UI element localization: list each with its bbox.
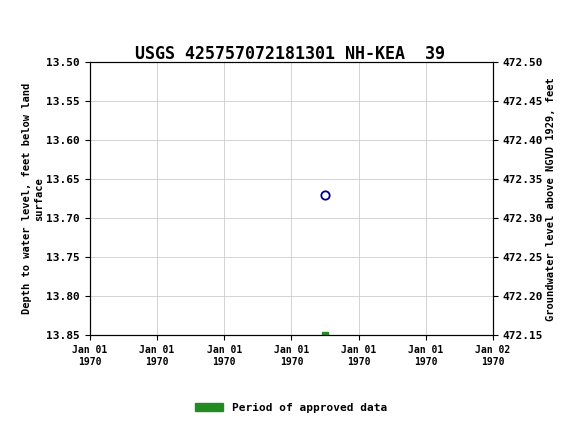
Y-axis label: Depth to water level, feet below land
surface: Depth to water level, feet below land su… [22, 83, 44, 314]
Text: USGS: USGS [44, 10, 99, 28]
Y-axis label: Groundwater level above NGVD 1929, feet: Groundwater level above NGVD 1929, feet [546, 77, 556, 321]
Text: USGS 425757072181301 NH-KEA  39: USGS 425757072181301 NH-KEA 39 [135, 45, 445, 63]
Legend: Period of approved data: Period of approved data [191, 398, 392, 417]
